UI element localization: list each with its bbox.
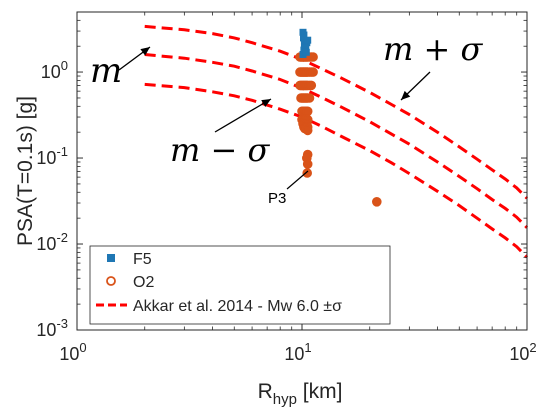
y-tick-label-exp: 0 [61, 58, 68, 73]
x-axis-label-main: R [258, 380, 273, 403]
arrow-m-minus-sigma-head [261, 99, 271, 108]
o2-point [302, 125, 313, 136]
f5-point [302, 48, 310, 56]
o2-point [308, 52, 318, 62]
label-m-plus-sigma: m + σ [383, 30, 484, 68]
o2-point [306, 80, 317, 91]
o2-point [304, 93, 315, 103]
y-tick-label-base: 10 [41, 62, 61, 82]
y-tick-label-base: 10 [36, 234, 56, 254]
x-tick-label-exp: 1 [304, 340, 311, 355]
x-tick-label: 101 [284, 340, 311, 364]
arrow-m-minus-sigma-line [214, 98, 272, 133]
y-tick-label-base: 10 [36, 320, 56, 340]
label-m: m [90, 51, 122, 91]
x-tick-label-base: 10 [509, 344, 529, 364]
x-axis-label: Rhyp [km] [258, 380, 343, 408]
legend: F5 O2 Akkar et al. 2014 - Mw 6.0 ±σ [89, 245, 391, 325]
o2-point [302, 159, 313, 169]
x-tick-label: 102 [509, 340, 536, 364]
y-tick-label-exp: -2 [56, 230, 68, 245]
x-tick-label: 100 [59, 340, 86, 364]
o2-point [302, 106, 313, 117]
x-tick-label-base: 10 [59, 344, 79, 364]
label-p3: P3 [268, 190, 286, 207]
legend-label: O2 [133, 274, 154, 291]
y-tick-label-base: 10 [36, 148, 56, 168]
f5-point [304, 36, 312, 44]
arrow-m-plus-sigma-head [401, 90, 411, 100]
akkar-curve-lower [144, 82, 529, 259]
y-tick-label: 10-1 [36, 144, 68, 168]
y-tick-label-exp: -1 [56, 144, 68, 159]
legend-box [89, 245, 391, 325]
y-tick-label: 10-2 [36, 230, 68, 254]
x-axis-label-rest: [km] [297, 380, 343, 403]
y-tick-label: 100 [41, 58, 68, 82]
x-tick-label-exp: 2 [529, 340, 536, 355]
o2-point [308, 67, 318, 77]
x-tick-label-exp: 0 [79, 340, 86, 355]
legend-label: Akkar et al. 2014 - Mw 6.0 ±σ [133, 298, 342, 315]
legend-label: F5 [133, 251, 152, 268]
axis-labels: Rhyp [km] PSA(T=0.1s) [g] [14, 96, 342, 408]
y-axis-label: PSA(T=0.1s) [g] [14, 96, 37, 246]
arrow-m-head [140, 47, 150, 56]
p3-leader-line [286, 170, 309, 190]
annotation-layer: m m + σ m − σ P3 [90, 30, 484, 207]
data-layer [144, 24, 529, 259]
x-axis-label-sub: hyp [273, 391, 297, 408]
legend-marker-f5 [107, 254, 115, 262]
legend-marker-o2 [106, 276, 116, 286]
akkar-curve-upper [144, 24, 529, 200]
x-tick-label-base: 10 [284, 344, 304, 364]
o2-point [302, 168, 312, 178]
y-tick-label: 10-3 [36, 316, 68, 340]
o2-point [371, 197, 382, 207]
f5-point [301, 44, 309, 52]
akkar-curve-median [144, 53, 529, 229]
label-m-minus-sigma: m − σ [170, 131, 271, 169]
y-tick-label-exp: -3 [56, 316, 68, 331]
